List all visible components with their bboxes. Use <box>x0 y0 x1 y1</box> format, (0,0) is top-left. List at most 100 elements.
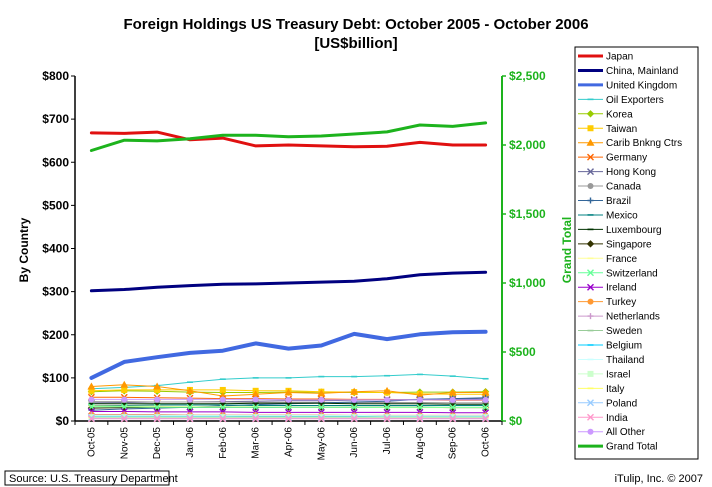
legend-item-belgium: Belgium <box>578 341 642 352</box>
y-left-tick-label: $400 <box>42 242 69 256</box>
x-tick-label: Feb-06 <box>218 427 229 459</box>
legend-item-taiwan: Taiwan <box>578 124 637 135</box>
legend-item-japan: Japan <box>578 52 633 63</box>
x-tick-label: Nov-05 <box>119 427 130 460</box>
x-tick-label: Jan-06 <box>185 427 196 458</box>
legend-label-ireland: Ireland <box>606 283 637 294</box>
point-all-other <box>219 396 226 403</box>
legend-label-japan: Japan <box>606 52 633 63</box>
legend-item-poland: Poland <box>578 398 637 409</box>
point-carib-bnkng-ctrs <box>415 391 424 399</box>
legend-label-sweden: Sweden <box>606 326 642 337</box>
legend-marker-netherlands <box>587 313 594 320</box>
legend-label-italy: Italy <box>606 384 624 395</box>
y-left-tick-label: $300 <box>42 285 69 299</box>
point-all-other <box>121 396 128 403</box>
legend-marker-india <box>587 413 594 421</box>
legend-label-netherlands: Netherlands <box>606 312 660 323</box>
series-layer <box>87 121 490 423</box>
x-tick-label: Sep-06 <box>448 427 459 460</box>
legend-item-oil-exporters: Oil Exporters <box>578 95 664 106</box>
point-india <box>153 415 161 423</box>
point-carib-bnkng-ctrs <box>153 382 162 390</box>
point-all-other <box>88 396 95 403</box>
legend-label-oil-exporters: Oil Exporters <box>606 95 664 106</box>
point-all-other <box>449 396 456 403</box>
y-right-tick-label: $2,500 <box>509 69 546 83</box>
point-all-other <box>186 396 193 403</box>
point-switzerland <box>482 403 490 411</box>
point-switzerland <box>350 403 358 411</box>
legend-item-carib-bnkng-ctrs: Carib Bnkng Ctrs <box>578 138 682 149</box>
point-all-other <box>351 396 358 403</box>
legend-label-luxembourg: Luxembourg <box>606 225 662 236</box>
legend-marker-korea <box>586 110 595 118</box>
legend-marker-carib-bnkng-ctrs <box>586 138 595 146</box>
legend-item-mexico: Mexico <box>578 210 638 221</box>
point-all-other <box>416 396 423 403</box>
point-india <box>383 415 391 423</box>
legend-label-france: France <box>606 254 638 265</box>
legend-item-all-other: All Other <box>578 427 646 438</box>
legend-item-grand-total: Grand Total <box>578 442 658 453</box>
series-all-other <box>88 396 489 403</box>
legend-marker-taiwan <box>587 125 594 132</box>
y-left-tick-label: $700 <box>42 112 69 126</box>
legend-item-thailand: Thailand <box>578 355 644 366</box>
x-tick-label: Dec-05 <box>152 427 163 460</box>
point-carib-bnkng-ctrs <box>448 388 457 396</box>
legend-label-belgium: Belgium <box>606 341 642 352</box>
point-carib-bnkng-ctrs <box>350 387 359 395</box>
point-india <box>120 415 128 423</box>
series-line-united-kingdom <box>89 329 488 380</box>
legend-marker-ireland <box>587 283 594 291</box>
legend-label-mexico: Mexico <box>606 210 638 221</box>
legend-label-grand-total: Grand Total <box>606 442 658 453</box>
point-all-other <box>384 396 391 403</box>
legend-label-turkey: Turkey <box>606 297 636 308</box>
source-box <box>4 470 170 486</box>
legend-item-germany: Germany <box>578 153 647 164</box>
series-line-grand-total <box>89 121 488 152</box>
y-left-tick-label: $600 <box>42 155 69 169</box>
chart-subtitle: [US$billion] <box>314 35 397 52</box>
x-tick-label: May-06 <box>316 427 327 461</box>
legend-marker-hong-kong <box>587 168 594 176</box>
point-taiwan <box>219 386 226 393</box>
point-india <box>482 415 490 423</box>
legend-label-brazil: Brazil <box>606 196 631 207</box>
point-carib-bnkng-ctrs <box>317 389 326 397</box>
y-left-tick-label: $500 <box>42 198 69 212</box>
series-united-kingdom <box>89 329 488 380</box>
y-right-tick-label: $0 <box>509 414 523 428</box>
legend-label-poland: Poland <box>606 398 637 409</box>
legend-marker-switzerland <box>587 269 594 277</box>
x-tick-label: Apr-06 <box>284 427 295 457</box>
y-axis-right-label: Grand Total <box>560 217 574 283</box>
y-right-tick-label: $2,000 <box>509 138 546 152</box>
point-all-other <box>154 396 161 403</box>
legend-marker-germany <box>587 153 594 161</box>
legend-label-korea: Korea <box>606 109 633 120</box>
point-carib-bnkng-ctrs <box>284 388 293 396</box>
point-india <box>449 415 457 423</box>
legend-label-singapore: Singapore <box>606 239 652 250</box>
point-switzerland <box>252 403 260 411</box>
y-left-tick-label: $0 <box>56 414 70 428</box>
legend-label-canada: Canada <box>606 182 641 193</box>
point-india <box>186 415 194 423</box>
series-line-japan <box>89 130 488 149</box>
plot-area <box>74 76 503 422</box>
y-axis-right: $0 $500 $1,000 $1,500 $2,000 $2,500 <box>502 69 546 428</box>
point-switzerland <box>317 403 325 411</box>
legend-marker-brazil <box>587 197 594 204</box>
legend-item-canada: Canada <box>578 182 641 193</box>
x-tick-label: Oct-06 <box>481 427 492 457</box>
legend-item-ireland: Ireland <box>578 283 637 294</box>
point-india <box>87 415 95 423</box>
point-switzerland <box>285 403 292 411</box>
legend-item-switzerland: Switzerland <box>578 268 658 279</box>
y-right-tick-label: $500 <box>509 345 536 359</box>
legend-item-sweden: Sweden <box>578 326 642 337</box>
